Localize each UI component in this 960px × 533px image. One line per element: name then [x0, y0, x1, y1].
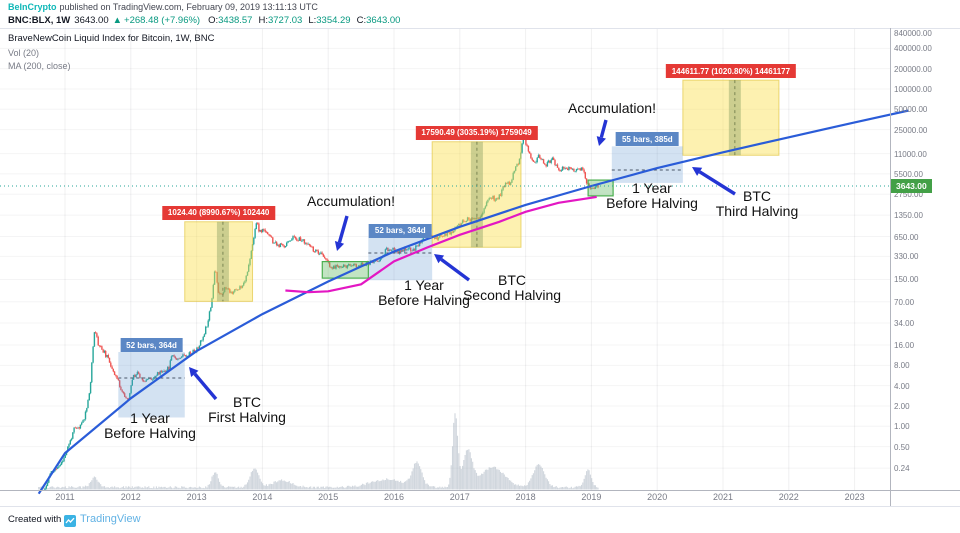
time-tick-label: 2019 [581, 492, 602, 502]
volume-series [38, 413, 599, 490]
symbol-interval: BNC:BLX, 1W [8, 15, 71, 26]
price-tick-label: 330.00 [894, 252, 919, 262]
price-tick-label: 11000.00 [894, 149, 927, 159]
up-arrow-icon: ▲ [112, 15, 123, 26]
tradingview-logo-icon[interactable] [64, 514, 76, 527]
close-value: 3643.00 [366, 15, 401, 26]
high-value: 3727.03 [267, 15, 303, 26]
open-value: 3438.57 [218, 15, 253, 26]
time-tick-label: 2022 [778, 492, 799, 502]
price-tick-label: 25000.00 [894, 125, 928, 135]
price-tick-label: 16.00 [894, 341, 915, 351]
price-range-box [184, 221, 254, 302]
price-tick-label: 34.00 [894, 318, 915, 328]
accumulation-zone-box [321, 260, 369, 279]
price-tick-label: 840000.00 [894, 29, 932, 38]
price-tick-label: 150.00 [894, 275, 919, 285]
series-title: BraveNewCoin Liquid Index for Bitcoin, 1… [8, 33, 215, 44]
time-tick-label: 2020 [647, 492, 668, 502]
quote-bar: BNC:BLX, 1W 3643.00 ▲ +268.48 (+7.96%) O:343… [8, 15, 400, 26]
arrow-line [599, 119, 608, 138]
volume-indicator-label: Vol (20) [8, 48, 40, 58]
arrow-head-icon [334, 241, 345, 251]
time-tick-label: 2016 [383, 492, 405, 502]
time-tick-label: 2012 [120, 492, 141, 502]
time-tick-label: 2011 [55, 492, 75, 502]
arrow-head-icon [692, 167, 703, 176]
price-tick-label: 200000.00 [894, 64, 932, 74]
time-tick-label: 2023 [844, 492, 865, 502]
arrow-line [337, 215, 349, 243]
footer: Created with TradingView [0, 506, 960, 533]
price-change: +268.48 (+7.96%) [124, 15, 201, 26]
time-tick-label: 2013 [186, 492, 207, 502]
drawing-boxes [118, 79, 780, 418]
arrow-line [193, 372, 218, 401]
time-tick-label: 2017 [449, 492, 470, 502]
price-tick-label: 0.24 [894, 464, 910, 474]
low-label: L: [308, 15, 317, 26]
last-price-badge: 3643.00 [891, 179, 932, 193]
price-tick-label: 8.00 [894, 361, 910, 371]
price-tick-label: 50000.00 [894, 105, 928, 115]
publication-header: BeInCrypto published on TradingView.com, … [0, 0, 960, 28]
price-tick-label: 1.00 [894, 422, 910, 432]
arrow-head-icon [596, 136, 606, 146]
low-value: 3354.29 [316, 15, 351, 26]
price-tick-label: 650.00 [894, 232, 919, 242]
price-axis[interactable]: 840000.00 400000.00 200000.00 100000.00 5000… [894, 0, 960, 506]
chart-legend: BraveNewCoin Liquid Index for Bitcoin, 1… [8, 33, 214, 73]
price-tick-label: 100000.00 [894, 84, 932, 94]
price-tick-label: 1350.00 [894, 211, 923, 221]
high-label: H: [258, 15, 268, 26]
price-tick-label: 0.50 [894, 442, 910, 452]
arrow-head-icon [189, 367, 199, 377]
trendline[interactable] [37, 109, 909, 495]
ma200-line [285, 195, 597, 294]
price-tick-label: 2750.00 [894, 190, 923, 200]
open-label: O: [208, 15, 219, 26]
time-tick-label: 2018 [515, 492, 536, 502]
quote-last-price: 3643.00 [74, 15, 109, 26]
annotation-arrows [189, 119, 736, 401]
price-tick-label: 5500.00 [894, 169, 923, 179]
created-with-label: Created with [8, 514, 62, 525]
price-tick-label: 2.00 [894, 401, 910, 411]
published-info: published on TradingView.com, February 0… [59, 2, 318, 12]
price-tick-label: 4.00 [894, 381, 910, 391]
tradingview-brand-link[interactable]: TradingView [80, 513, 141, 525]
price-tick-label: 400000.00 [894, 44, 932, 54]
arrow-line [440, 258, 471, 282]
arrow-line [698, 170, 736, 196]
close-label: C: [356, 15, 367, 26]
time-tick-label: 2015 [318, 492, 339, 502]
publisher-name: BeInCrypto [8, 2, 57, 12]
ma-indicator-label: MA (200, close) [8, 61, 71, 71]
time-axis[interactable]: 2011 2012 2013 2014 2015 2016 2017 2018 2019 2020… [0, 492, 890, 506]
time-tick-label: 2021 [712, 492, 734, 502]
time-tick-label: 2014 [252, 492, 273, 502]
published-line: BeInCrypto published on TradingView.com, … [8, 2, 318, 12]
arrow-head-icon [434, 254, 445, 264]
price-tick-label: 70.00 [894, 297, 915, 307]
